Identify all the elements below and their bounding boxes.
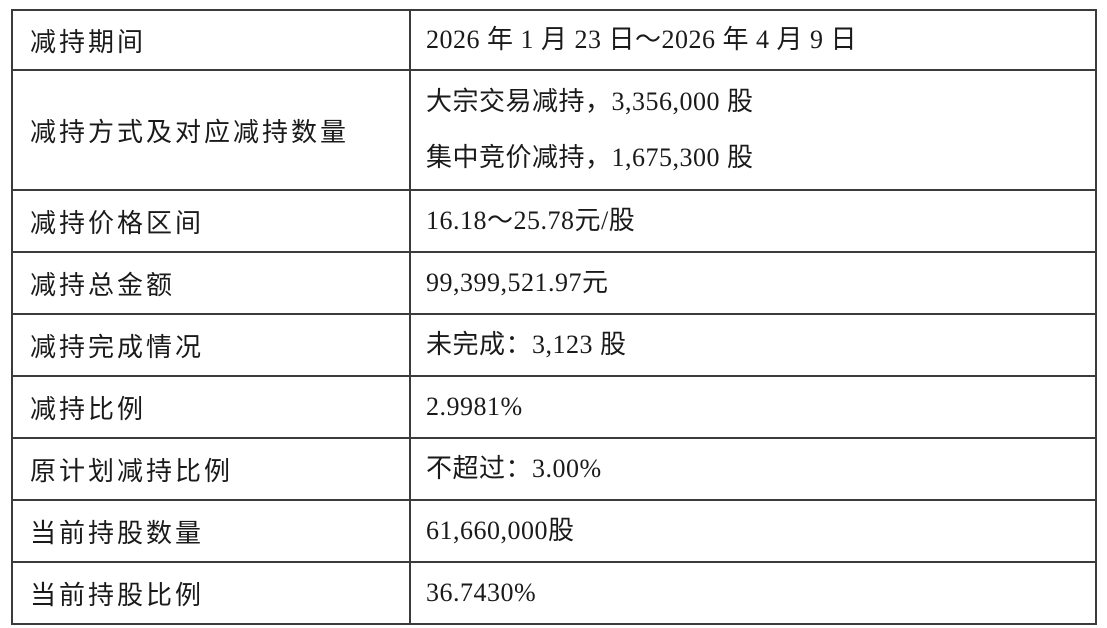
row-value: 不超过：3.00% — [409, 437, 1097, 501]
value-stack: 大宗交易减持，3,356,000 股 集中竞价减持，1,675,300 股 — [426, 74, 1089, 186]
row-value: 大宗交易减持，3,356,000 股 集中竞价减持，1,675,300 股 — [409, 69, 1097, 191]
table-row: 减持完成情况 未完成：3,123 股 — [11, 313, 1097, 377]
row-label: 减持总金额 — [11, 251, 411, 315]
row-label: 减持完成情况 — [11, 313, 411, 377]
table-row: 减持期间 2026 年 1 月 23 日～2026 年 4 月 9 日 — [11, 9, 1097, 71]
value-text: 集中竞价减持，1,675,300 股 — [426, 143, 754, 172]
value-text: 61,660,000股 — [426, 516, 575, 545]
table-row: 减持方式及对应减持数量 大宗交易减持，3,356,000 股 集中竞价减持，1,… — [11, 69, 1097, 191]
row-value: 未完成：3,123 股 — [409, 313, 1097, 377]
value-text: 不超过：3.00% — [426, 454, 602, 483]
table-row: 当前持股数量 61,660,000股 — [11, 499, 1097, 563]
document-page: 减持期间 2026 年 1 月 23 日～2026 年 4 月 9 日 减持方式… — [0, 9, 1107, 628]
row-value: 36.7430% — [409, 561, 1097, 625]
table-row: 减持价格区间 16.18～25.78元/股 — [11, 189, 1097, 253]
share-reduction-table: 减持期间 2026 年 1 月 23 日～2026 年 4 月 9 日 减持方式… — [11, 9, 1097, 625]
table-row: 减持比例 2.9981% — [11, 375, 1097, 439]
value-text: 大宗交易减持，3,356,000 股 — [426, 87, 754, 116]
row-value: 2.9981% — [409, 375, 1097, 439]
value-text: 16.18～25.78元/股 — [426, 206, 636, 235]
row-label: 减持期间 — [11, 9, 411, 71]
table-row: 原计划减持比例 不超过：3.00% — [11, 437, 1097, 501]
row-label: 减持价格区间 — [11, 189, 411, 253]
value-text: 99,399,521.97元 — [426, 268, 609, 297]
row-label: 原计划减持比例 — [11, 437, 411, 501]
row-value: 16.18～25.78元/股 — [409, 189, 1097, 253]
row-value: 2026 年 1 月 23 日～2026 年 4 月 9 日 — [409, 9, 1097, 71]
value-text: 36.7430% — [426, 578, 537, 607]
row-value: 99,399,521.97元 — [409, 251, 1097, 315]
row-label: 当前持股数量 — [11, 499, 411, 563]
value-text: 2.9981% — [426, 392, 523, 421]
value-text: 2026 年 1 月 23 日～2026 年 4 月 9 日 — [426, 25, 858, 54]
row-value: 61,660,000股 — [409, 499, 1097, 563]
table-row: 当前持股比例 36.7430% — [11, 561, 1097, 625]
row-label: 减持比例 — [11, 375, 411, 439]
row-label: 减持方式及对应减持数量 — [11, 69, 411, 191]
value-text: 未完成：3,123 股 — [426, 330, 627, 359]
table-row: 减持总金额 99,399,521.97元 — [11, 251, 1097, 315]
row-label: 当前持股比例 — [11, 561, 411, 625]
